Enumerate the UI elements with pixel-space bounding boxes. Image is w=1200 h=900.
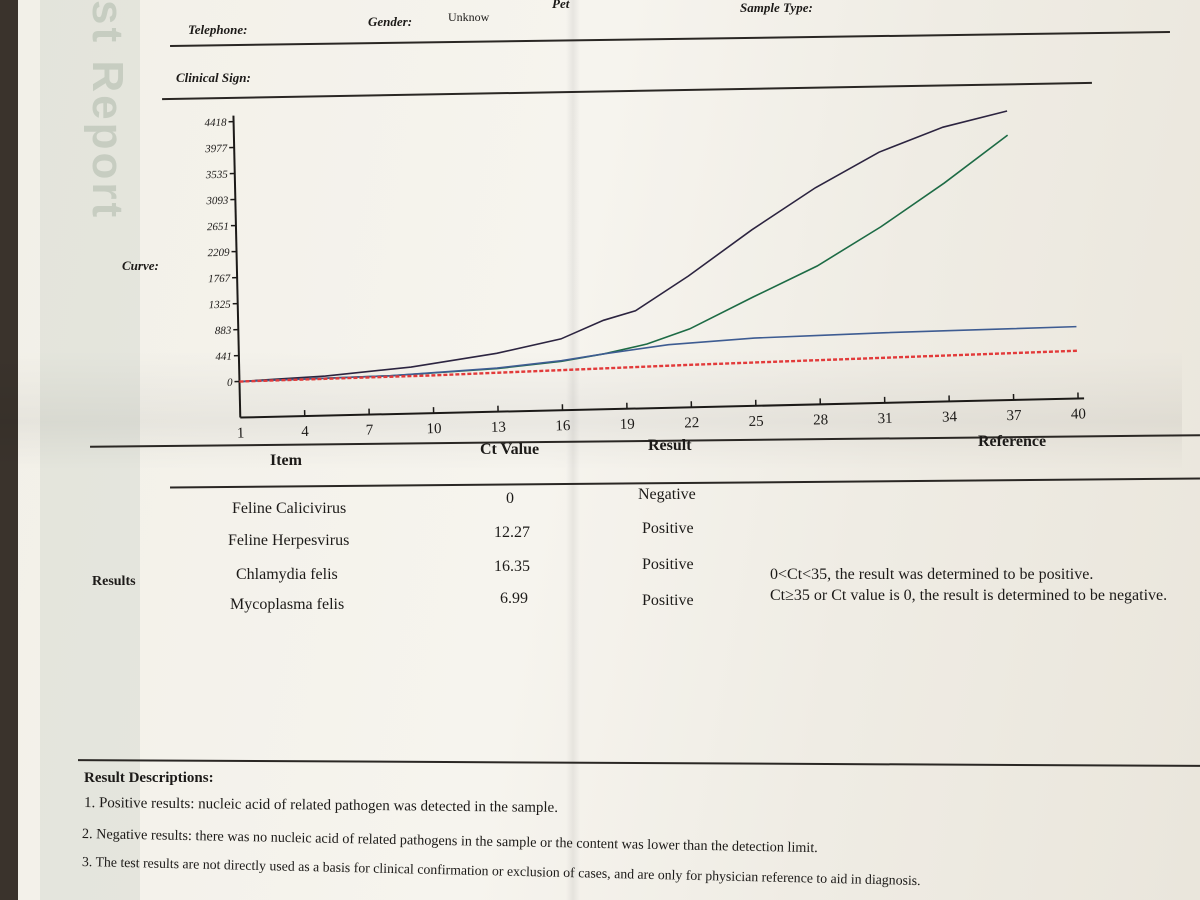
x-tick-label: 19 <box>620 417 635 433</box>
series-line-1 <box>239 110 1008 383</box>
x-tick-label: 4 <box>301 424 309 440</box>
x-tick-label: 16 <box>555 418 571 434</box>
reference-line-1: 0<Ct<35, the result was determined to be… <box>770 566 1094 583</box>
x-tick-label: 22 <box>684 415 699 431</box>
series-line-4 <box>239 349 1078 383</box>
row-ct: 0 <box>506 490 514 507</box>
series-line-3 <box>239 325 1077 383</box>
row-result: Positive <box>642 592 694 609</box>
y-axis <box>232 115 242 418</box>
y-tick-label: 2651 <box>207 221 229 233</box>
x-tick-label: 31 <box>877 411 892 427</box>
reference-line-2: Ct≥35 or Ct value is 0, the result is de… <box>770 587 1168 604</box>
watermark-text: st Report <box>83 0 132 221</box>
y-tick-label: 883 <box>215 325 232 337</box>
row-item: Mycoplasma felis <box>230 596 345 613</box>
sample-type-label: Sample Type: <box>740 0 813 15</box>
y-tick-label: 1325 <box>209 299 232 312</box>
y-tick-label: 3093 <box>205 195 229 208</box>
y-tick-label: 2209 <box>207 247 230 260</box>
gender-label: Gender: <box>368 14 413 29</box>
row-ct: 12.27 <box>494 524 530 541</box>
y-tick-label: 441 <box>215 351 232 363</box>
series-line-2 <box>239 134 1009 383</box>
row-result: Positive <box>642 520 694 537</box>
row-ct: 6.99 <box>500 590 528 607</box>
y-tick-label: 4418 <box>204 117 227 130</box>
paper-fold-vertical <box>566 0 580 900</box>
header-ct-value: Ct Value <box>480 441 540 458</box>
x-tick-label: 40 <box>1071 406 1086 422</box>
y-tick-label: 1767 <box>208 273 231 286</box>
row-result: Negative <box>638 486 696 503</box>
row-result: Positive <box>642 556 694 573</box>
gender-value: Unknow <box>448 10 490 24</box>
x-tick-label: 10 <box>426 421 441 437</box>
curve-label: Curve: <box>122 258 159 273</box>
x-tick-label: 28 <box>813 412 828 428</box>
row-item: Feline Herpesvirus <box>228 532 350 549</box>
x-axis <box>240 397 1085 419</box>
reference-text: 0<Ct<35, the result was determined to be… <box>770 564 1200 606</box>
telephone-label: Telephone: <box>188 22 248 37</box>
header-result: Result <box>648 437 692 454</box>
x-tick-label: 1 <box>237 425 245 441</box>
x-tick-label: 37 <box>1006 408 1022 424</box>
side-band <box>40 0 140 900</box>
header-item: Item <box>270 452 302 469</box>
row-item: Feline Calicivirus <box>232 500 347 517</box>
x-tick-label: 25 <box>749 414 764 430</box>
y-tick-label: 0 <box>227 377 233 389</box>
header-reference: Reference <box>978 433 1047 450</box>
x-tick-label: 13 <box>491 420 506 436</box>
x-tick-label: 7 <box>366 423 374 439</box>
pet-label: Pet <box>552 0 570 11</box>
report-paper <box>18 0 1200 900</box>
descriptions-title: Result Descriptions: <box>84 770 214 786</box>
row-item: Chlamydia felis <box>236 566 338 583</box>
results-section-label: Results <box>92 574 136 589</box>
y-tick-label: 3977 <box>204 143 228 156</box>
y-tick-label: 3535 <box>205 169 229 182</box>
row-ct: 16.35 <box>494 558 530 575</box>
x-tick-label: 34 <box>942 409 958 425</box>
clinical-sign-label: Clinical Sign: <box>176 70 251 85</box>
